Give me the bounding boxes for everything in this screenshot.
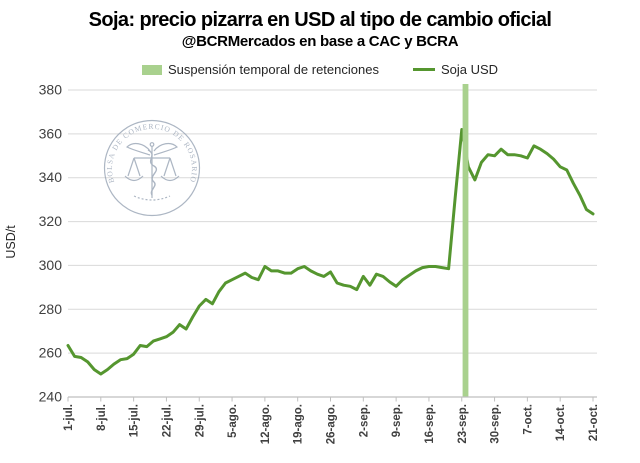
y-tick-label: 340 <box>39 169 63 185</box>
soja-usd-line <box>66 128 595 376</box>
x-tick-label: 16-sep. <box>424 404 436 444</box>
x-tick-label: 7-oct. <box>522 404 534 435</box>
line-swatch <box>412 68 435 71</box>
caduceus-icon <box>124 142 180 201</box>
x-tick-label: 8-jul. <box>96 404 108 431</box>
seal-outer-circle <box>103 119 201 217</box>
band-swatch <box>141 64 162 75</box>
legend-item-suspension: Suspensión temporal de retenciones <box>141 62 379 77</box>
x-tick-label: 26-ago. <box>326 404 338 444</box>
x-tick-label: 21-oct. <box>588 404 600 441</box>
axis-labels: 240 260 280 300 320 340 360 380 1-jul. 8-jul. 15-j… <box>39 82 600 445</box>
x-tick-label: 12-ago. <box>260 404 272 444</box>
x-tick-label: 23-sep. <box>457 404 469 444</box>
y-axis-title: USD/t <box>4 225 18 259</box>
x-tick-label: 9-sep. <box>391 404 403 437</box>
y-tick-label: 240 <box>39 389 63 405</box>
x-tick-label: 30-sep. <box>490 404 502 444</box>
bcr-logo-watermark: BOLSA DE COMERCIO DE ROSARIO <box>103 119 201 217</box>
x-tick-label: 2-sep. <box>358 404 370 437</box>
x-tick-label: 22-jul. <box>161 404 173 437</box>
y-tick-label: 360 <box>39 125 63 141</box>
y-tick-label: 260 <box>39 345 63 361</box>
legend-label-suspension: Suspensión temporal de retenciones <box>167 62 379 77</box>
x-tick-label: 14-oct. <box>555 404 567 441</box>
suspension-band-rect <box>462 84 469 397</box>
y-tick-label: 280 <box>39 301 63 317</box>
chart-title: Soja: precio pizarra en USD al tipo de c… <box>88 9 552 31</box>
x-tick-label: 1-jul. <box>63 404 75 431</box>
y-tick-label: 380 <box>39 82 63 98</box>
gridlines <box>68 89 597 354</box>
y-tick-label: 300 <box>39 257 63 273</box>
y-tick-label: 320 <box>39 213 63 229</box>
legend-label-soja-usd: Soja USD <box>440 62 499 77</box>
suspension-band <box>462 84 469 397</box>
axes <box>67 396 597 402</box>
chart-subtitle: @BCRMercados en base a CAC y BCRA <box>181 33 459 50</box>
x-tick-label: 29-jul. <box>194 404 206 437</box>
legend: Suspensión temporal de retenciones Soja … <box>0 62 640 77</box>
x-tick-label: 5-ago. <box>227 404 239 438</box>
x-tick-label: 19-ago. <box>293 404 305 444</box>
price-series <box>66 128 595 376</box>
legend-item-soja-usd: Soja USD <box>412 62 499 77</box>
x-tick-label: 15-jul. <box>129 404 141 437</box>
